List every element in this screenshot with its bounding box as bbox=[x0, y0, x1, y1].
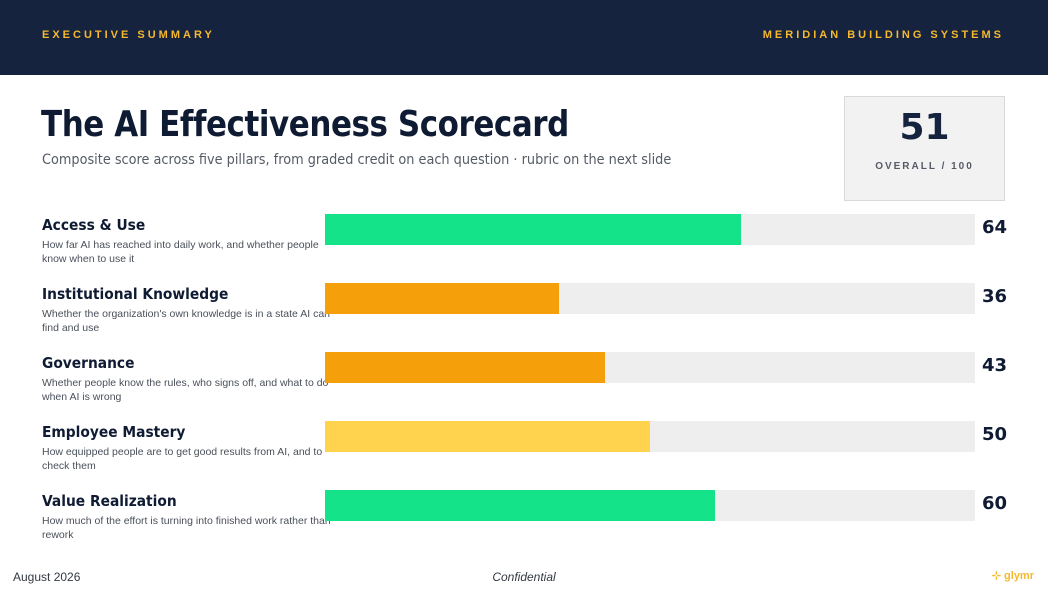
bar-value-label: 36 bbox=[982, 286, 1008, 307]
pillar-description: How equipped people are to get good resu… bbox=[42, 446, 323, 472]
page-subtitle: Composite score across five pillars, fro… bbox=[42, 152, 672, 168]
pillar-label: Employee Mastery bbox=[42, 423, 186, 441]
bar-track bbox=[325, 352, 975, 383]
pillar-label: Institutional Knowledge bbox=[42, 285, 229, 303]
overall-score-value: 51 bbox=[899, 107, 950, 148]
bar-fill bbox=[325, 214, 741, 245]
bar-fill bbox=[325, 421, 650, 452]
pillar-label: Governance bbox=[42, 354, 135, 372]
bar-value-label: 64 bbox=[982, 217, 1008, 238]
pillar-description: Whether the organization's own knowledge… bbox=[42, 308, 331, 334]
footer-date: August 2026 bbox=[13, 570, 81, 584]
pillar-description: How far AI has reached into daily work, … bbox=[42, 239, 319, 265]
pillar-description: Whether people know the rules, who signs… bbox=[42, 377, 329, 403]
bar-track bbox=[325, 283, 975, 314]
header-bar: EXECUTIVE SUMMARY MERIDIAN BUILDING SYST… bbox=[0, 0, 1048, 75]
bar-fill bbox=[325, 490, 715, 521]
section-label: EXECUTIVE SUMMARY bbox=[42, 29, 215, 41]
pillar-description: How much of the effort is turning into f… bbox=[42, 515, 331, 541]
bar-fill bbox=[325, 283, 559, 314]
overall-score-label: OVERALL / 100 bbox=[875, 161, 974, 172]
footer-confidential: Confidential bbox=[492, 570, 556, 584]
bar-value-label: 50 bbox=[982, 424, 1008, 445]
company-name: MERIDIAN BUILDING SYSTEMS bbox=[762, 29, 1004, 41]
glymr-logo: ⊹ glymr bbox=[991, 570, 1034, 582]
pillar-label: Value Realization bbox=[42, 492, 177, 510]
bar-fill bbox=[325, 352, 605, 383]
pillar-label: Access & Use bbox=[42, 216, 146, 234]
bar-track bbox=[325, 421, 975, 452]
bar-track bbox=[325, 490, 975, 521]
bar-value-label: 60 bbox=[982, 493, 1008, 514]
bar-value-label: 43 bbox=[982, 355, 1008, 376]
overall-score-card: 51 OVERALL / 100 bbox=[844, 96, 1005, 201]
bar-track bbox=[325, 214, 975, 245]
page-title: The AI Effectiveness Scorecard bbox=[41, 104, 569, 145]
